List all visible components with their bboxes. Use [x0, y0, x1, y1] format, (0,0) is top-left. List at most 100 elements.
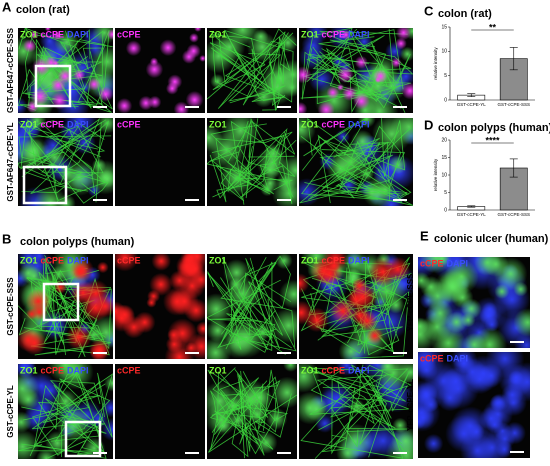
junction — [238, 375, 265, 459]
x-tick-label: GST-cCPE-SSS — [497, 212, 530, 217]
junction — [28, 30, 113, 110]
signal — [354, 55, 368, 69]
signal — [87, 77, 101, 91]
signal — [494, 283, 510, 299]
junction — [215, 120, 271, 202]
signal — [444, 259, 479, 295]
signal — [167, 328, 181, 342]
junction — [21, 439, 92, 459]
micrograph-content — [207, 364, 297, 459]
junction — [211, 379, 281, 430]
micrograph-content — [18, 28, 113, 113]
channel-label: cCPE — [420, 353, 444, 363]
signal — [283, 364, 297, 372]
signal — [341, 85, 357, 101]
channel-label: cCPE — [117, 29, 141, 39]
signal — [335, 129, 350, 144]
micrograph: cCPE DAPI — [418, 257, 530, 348]
signal — [336, 364, 358, 377]
signal — [462, 332, 487, 348]
signal — [271, 307, 297, 344]
junction — [313, 136, 410, 203]
signal — [374, 76, 381, 84]
junction — [217, 261, 278, 349]
junction — [301, 48, 411, 100]
channel-label: DAPI — [447, 258, 469, 268]
channel-label: cCPE — [117, 119, 141, 129]
y-axis-label: relative intensity — [433, 158, 438, 191]
signal — [149, 57, 159, 66]
signal — [29, 30, 39, 40]
channel-label: ZO1 — [20, 255, 38, 265]
signal — [52, 31, 62, 41]
row-label: GST-AF647-cCPE-SSS — [6, 27, 15, 113]
junction — [216, 152, 256, 199]
signal — [275, 254, 293, 270]
signal — [301, 33, 325, 57]
signal — [460, 312, 476, 328]
junction — [37, 371, 79, 430]
micrograph-content — [418, 257, 530, 348]
junction — [245, 118, 295, 199]
junction — [207, 272, 292, 349]
signal — [145, 60, 164, 79]
junction — [21, 28, 76, 109]
y-tick-label: 10 — [441, 49, 447, 55]
signal — [356, 310, 378, 332]
signal — [400, 46, 413, 62]
y-tick-label: 15 — [441, 24, 447, 30]
signal — [18, 262, 39, 284]
junction — [342, 125, 402, 189]
micrograph: cCPE — [115, 118, 205, 206]
signal — [181, 254, 195, 266]
channel-label: DAPI — [67, 255, 89, 265]
error-bar — [467, 93, 476, 97]
channel-label: ZO1 — [301, 365, 319, 375]
signal — [133, 311, 156, 334]
signal — [299, 391, 327, 425]
error-bar — [467, 205, 476, 208]
signal — [57, 68, 73, 84]
micrograph-content — [207, 28, 297, 111]
signal — [185, 342, 197, 354]
signal — [513, 308, 530, 337]
signal — [185, 90, 204, 109]
signal — [18, 328, 41, 352]
junction — [317, 134, 390, 204]
signal — [18, 429, 40, 459]
signal — [159, 39, 177, 57]
micrograph-bg — [115, 118, 205, 206]
junction — [312, 46, 382, 103]
signal — [418, 352, 437, 374]
junction — [337, 380, 409, 445]
junction — [212, 41, 280, 111]
signal — [483, 257, 509, 277]
junction — [41, 119, 105, 203]
channel-label: DAPI — [67, 365, 89, 375]
signal — [151, 254, 171, 271]
channel-label: cCPE — [420, 258, 444, 268]
signal — [401, 82, 413, 100]
junction — [310, 369, 396, 459]
channel-label: DAPI — [348, 29, 370, 39]
junction — [300, 364, 412, 459]
inset-box — [22, 165, 68, 205]
signal — [207, 293, 233, 325]
signal — [479, 406, 504, 431]
junction — [304, 152, 413, 206]
micrograph: ZO1 cCPE DAPI — [299, 28, 413, 113]
signal — [396, 28, 412, 41]
channel-label: ZO1 — [209, 255, 227, 265]
signal — [336, 83, 344, 91]
signal — [485, 352, 525, 379]
signal — [125, 40, 142, 57]
signal — [299, 101, 308, 113]
signal — [18, 388, 40, 411]
micrograph: ZO1 — [207, 254, 297, 359]
junction — [321, 387, 356, 453]
junction — [27, 119, 96, 195]
junction — [329, 368, 409, 450]
junction — [18, 121, 109, 204]
micrograph-content — [207, 254, 297, 359]
junction — [50, 366, 113, 442]
